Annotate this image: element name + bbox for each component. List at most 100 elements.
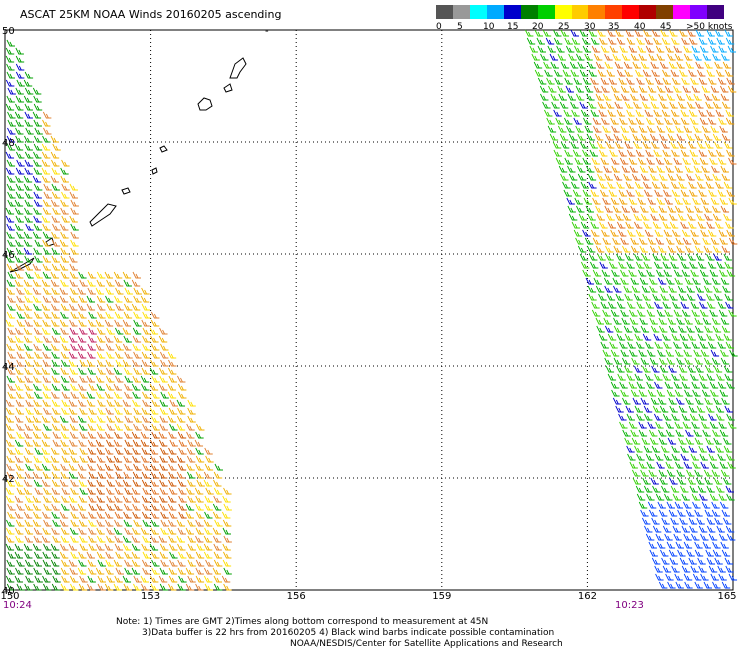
wind-barb [114, 295, 123, 303]
wind-barb [60, 223, 69, 231]
wind-barb [680, 149, 690, 157]
wind-barb [123, 407, 133, 415]
wind-barb [601, 117, 610, 125]
wind-barb [553, 29, 562, 37]
wind-barb [16, 151, 25, 159]
wind-barb [689, 149, 698, 157]
wind-barb [41, 415, 51, 423]
wind-barb [660, 181, 669, 189]
wind-barb [625, 181, 635, 189]
wind-barb [16, 351, 25, 359]
wind-barb [34, 351, 43, 359]
legend-swatch [707, 5, 725, 19]
wind-barb [706, 373, 716, 381]
wind-barb [624, 69, 633, 77]
wind-barb [636, 341, 645, 349]
wind-barb [584, 85, 594, 93]
wind-barb [6, 159, 16, 167]
wind-barb [23, 455, 33, 463]
wind-barb [60, 527, 70, 535]
wind-barb [641, 517, 651, 525]
wind-barb [222, 559, 232, 567]
wind-barb [169, 399, 178, 407]
wind-barb [698, 565, 707, 573]
wind-barb [674, 501, 684, 509]
tick-mark: - [265, 26, 269, 37]
wind-barb [651, 141, 660, 149]
wind-barb [642, 141, 651, 149]
wind-barb [59, 263, 69, 271]
wind-barb [51, 487, 60, 495]
wind-barb [620, 237, 629, 245]
wind-barb [114, 319, 123, 327]
wind-barb [676, 357, 685, 365]
wind-barb [51, 215, 60, 223]
wind-barb [588, 293, 597, 301]
wind-barb [142, 391, 151, 399]
wind-barb [204, 511, 213, 519]
wind-barb [97, 559, 106, 567]
wind-barb [640, 61, 650, 69]
wind-barb [124, 415, 133, 423]
wind-barb [669, 101, 678, 109]
wind-barb [694, 541, 703, 549]
wind-barb [621, 93, 630, 101]
wind-barb [706, 293, 715, 301]
wind-barb [674, 573, 683, 581]
wind-barb [700, 533, 709, 541]
wind-barb [654, 453, 664, 461]
wind-barb [706, 29, 715, 37]
wind-barb [150, 479, 159, 487]
wind-barb [122, 575, 132, 583]
wind-barb [667, 317, 677, 325]
wind-barb [159, 551, 169, 559]
wind-barb [632, 61, 641, 69]
wind-barb [723, 437, 732, 445]
wind-barb [582, 269, 591, 277]
wind-barb [613, 133, 622, 141]
wind-barb [607, 109, 616, 117]
wind-barb [666, 237, 675, 245]
wind-barb [575, 85, 585, 93]
wind-barb [708, 533, 718, 541]
wind-barb [150, 415, 160, 423]
wind-barb [716, 261, 726, 269]
wind-barb [24, 151, 34, 159]
wind-barb [671, 77, 681, 85]
wind-barb [33, 407, 43, 415]
wind-barb [663, 229, 673, 237]
wind-barb [32, 471, 42, 479]
wind-barb [590, 221, 599, 229]
wind-barb [688, 69, 697, 77]
wind-barb [644, 525, 653, 533]
wind-barb [69, 319, 78, 327]
wind-barb [6, 367, 16, 375]
wind-barb [78, 367, 87, 375]
wind-barb [664, 381, 673, 389]
wind-barb [593, 85, 603, 93]
wind-barb [5, 439, 15, 447]
wind-barb [704, 509, 714, 517]
wind-barb [592, 117, 602, 125]
wind-barb [616, 109, 626, 117]
wind-barb [42, 391, 52, 399]
wind-barb [676, 61, 685, 69]
wind-barb [607, 181, 616, 189]
wind-barb [624, 437, 633, 445]
wind-barb [32, 519, 42, 527]
wind-barb [656, 309, 666, 317]
wind-barb [33, 327, 43, 335]
wind-barb [649, 509, 658, 517]
wind-barb [678, 365, 688, 373]
wind-barb [714, 517, 723, 525]
wind-barb [213, 551, 223, 559]
wind-barb [78, 559, 87, 567]
wind-barb [213, 471, 223, 479]
wind-barb [159, 503, 169, 511]
wind-barb [149, 543, 159, 551]
wind-barb [7, 391, 16, 399]
wind-barb [177, 567, 187, 575]
wind-barb [711, 501, 720, 509]
wind-barb [132, 471, 142, 479]
wind-barb [611, 125, 620, 133]
